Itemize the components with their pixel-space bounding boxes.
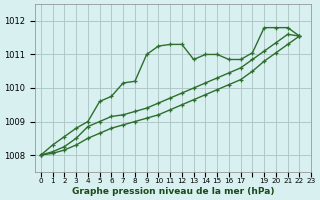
X-axis label: Graphe pression niveau de la mer (hPa): Graphe pression niveau de la mer (hPa) [72, 187, 274, 196]
